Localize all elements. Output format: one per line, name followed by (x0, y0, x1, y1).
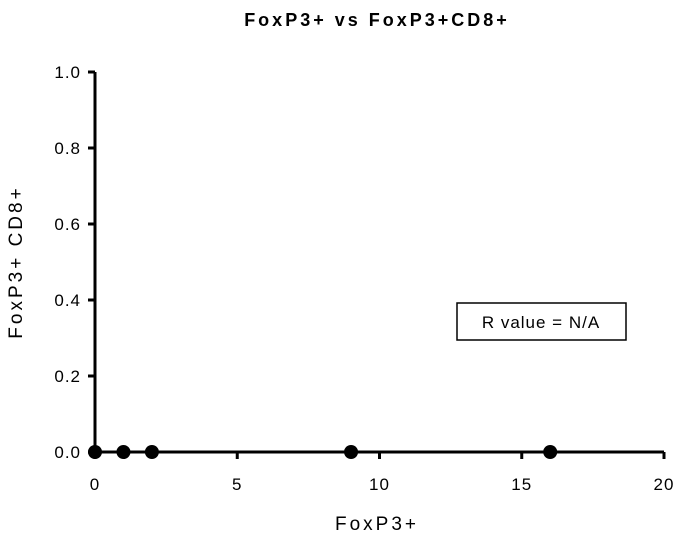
x-tick-label: 15 (511, 475, 532, 494)
r-value-box-border (456, 302, 627, 341)
data-point (88, 445, 102, 459)
y-tick-label: 0.8 (54, 139, 81, 158)
y-ticks: 0.0 0.2 0.4 0.6 0.8 1.0 (54, 63, 95, 462)
y-tick-label: 0.4 (54, 291, 81, 310)
x-tick-label: 10 (369, 475, 390, 494)
r-value-box: R value = N/A (456, 302, 627, 341)
x-ticks: 0 5 10 15 20 (90, 452, 675, 494)
r-value-label: R value = N/A (482, 313, 600, 332)
y-tick-label: 0.2 (54, 367, 81, 386)
data-point (116, 445, 131, 459)
data-point (144, 445, 159, 459)
axes (93, 72, 664, 454)
x-tick-label: 0 (90, 475, 100, 494)
data-points (88, 445, 558, 459)
y-tick-label: 0.6 (54, 215, 81, 234)
x-tick-label: 20 (654, 475, 675, 494)
data-point (344, 445, 359, 459)
data-point (543, 445, 558, 459)
x-axis-label: FoxP3+ (335, 514, 419, 534)
y-tick-label: 0.0 (54, 443, 81, 462)
chart-title: FoxP3+ vs FoxP3+CD8+ (244, 10, 510, 30)
y-tick-label: 1.0 (54, 63, 81, 82)
x-tick-label: 5 (232, 475, 242, 494)
y-axis-label: FoxP3+ CD8+ (6, 185, 27, 338)
